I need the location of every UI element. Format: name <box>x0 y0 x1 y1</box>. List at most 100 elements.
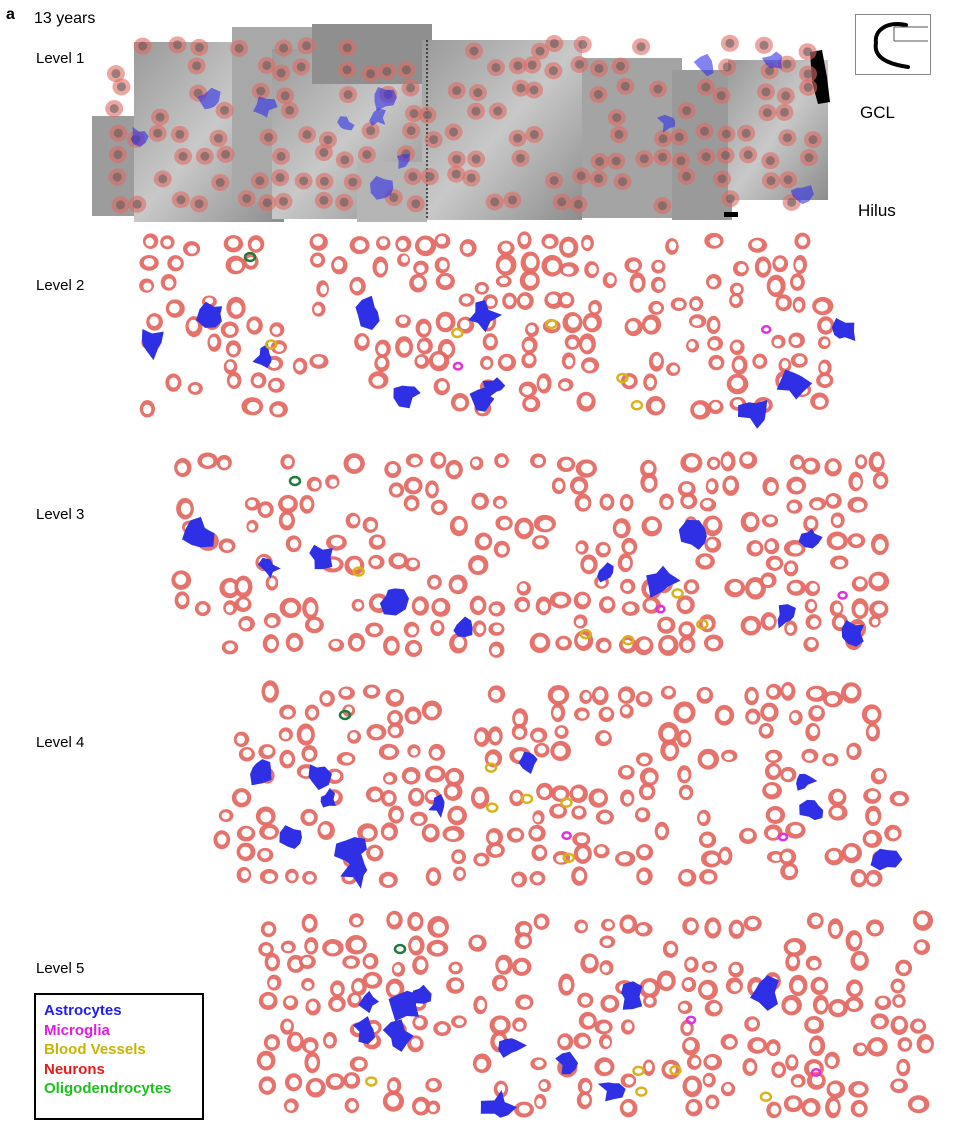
neuron-tracing <box>280 454 295 470</box>
neuron-tracing <box>258 1076 277 1095</box>
neuron-nucleus <box>809 959 819 969</box>
neuron-nucleus <box>390 691 401 702</box>
neuron-tracing <box>870 767 887 785</box>
neuron-nucleus <box>588 264 597 275</box>
neuron-nucleus <box>449 464 459 476</box>
neuron-tracing <box>673 701 696 724</box>
em-neuron-overlay <box>552 193 571 211</box>
em-neuron-overlay <box>444 123 463 141</box>
neuron-nucleus <box>831 536 844 547</box>
em-neuron-overlay <box>570 55 589 73</box>
neuron-tracing <box>573 843 592 864</box>
em-neuron-overlay <box>777 55 796 73</box>
neuron-tracing <box>444 767 465 787</box>
astrocyte-tracing <box>693 53 714 77</box>
neuron-nucleus <box>434 503 444 512</box>
neuron-tracing <box>493 540 510 558</box>
neuron-nucleus <box>240 870 249 880</box>
astrocyte-tracing <box>196 301 223 328</box>
em-neuron-overlay <box>272 64 291 82</box>
neuron-tracing <box>404 557 421 572</box>
em-neuron-overlay <box>297 37 316 55</box>
neuron-tracing <box>703 1053 723 1071</box>
neuron-nucleus <box>471 458 480 467</box>
neuron-tracing <box>488 622 505 636</box>
neuron-tracing <box>808 1035 826 1057</box>
neuron-tracing <box>421 700 442 721</box>
em-neuron-overlay <box>259 128 278 146</box>
neuron-tracing <box>699 869 718 885</box>
em-neuron-overlay <box>401 79 420 97</box>
neuron-nucleus <box>645 1062 653 1072</box>
neuron-nucleus <box>766 481 777 493</box>
neuron-nucleus <box>269 978 278 988</box>
neuron-tracing <box>174 591 190 610</box>
neuron-nucleus <box>769 810 781 821</box>
neuron-nucleus <box>415 1101 426 1112</box>
neuron-nucleus <box>448 771 460 782</box>
neuron-tracing <box>409 273 427 293</box>
neuron-tracing <box>594 1057 615 1077</box>
neuron-nucleus <box>579 498 589 509</box>
neuron-tracing <box>868 451 885 473</box>
neuron-nucleus <box>899 963 909 973</box>
neuron-tracing <box>785 952 801 972</box>
neuron-nucleus <box>513 875 523 885</box>
neuron-nucleus <box>400 255 409 263</box>
neuron-nucleus <box>868 810 878 823</box>
neuron-nucleus <box>639 756 649 764</box>
em-neuron-nucleus <box>507 195 517 205</box>
neuron-tracing <box>578 1011 597 1030</box>
em-neuron-overlay <box>271 169 290 187</box>
em-neuron-nucleus <box>529 85 539 95</box>
neuron-tracing <box>559 262 579 277</box>
em-neuron-overlay <box>338 39 357 57</box>
neuron-tracing <box>489 1015 511 1036</box>
neuron-tracing <box>591 686 609 706</box>
neuron-tracing <box>744 1016 761 1032</box>
neuron-nucleus <box>497 545 507 555</box>
neuron-nucleus <box>888 829 899 839</box>
neuron-nucleus <box>821 338 829 346</box>
neuron-tracing <box>758 722 774 739</box>
neuron-tracing <box>299 494 315 514</box>
legend-blood-vessels: Blood Vessels <box>44 1041 146 1058</box>
neuron-tracing <box>518 381 538 398</box>
em-neuron-nucleus <box>348 177 358 187</box>
neuron-tracing <box>705 1094 720 1110</box>
neuron-nucleus <box>486 298 496 307</box>
em-neuron-nucleus <box>493 106 503 116</box>
em-neuron-overlay <box>187 57 206 75</box>
neuron-nucleus <box>651 400 662 412</box>
neuron-nucleus <box>606 275 615 285</box>
neuron-nucleus <box>454 852 463 861</box>
em-neuron-nucleus <box>725 194 735 204</box>
neuron-nucleus <box>283 753 292 765</box>
neuron-tracing <box>495 954 513 975</box>
neuron-nucleus <box>262 1080 272 1091</box>
neuron-tracing <box>386 910 403 930</box>
em-neuron-overlay <box>108 168 127 186</box>
neuron-tracing <box>682 917 699 936</box>
neuron-tracing <box>267 377 285 393</box>
neuron-nucleus <box>664 688 673 696</box>
em-neuron-overlay <box>609 125 628 143</box>
microglia-tracing <box>760 325 772 334</box>
neuron-tracing <box>412 955 429 976</box>
em-neuron-nucleus <box>759 40 769 50</box>
oligodendrocyte-tracing <box>338 709 352 721</box>
em-neuron-nucleus <box>513 61 523 71</box>
neuron-tracing <box>617 765 635 780</box>
neuron-tracing <box>380 789 397 807</box>
neuron-nucleus <box>706 1057 717 1067</box>
neuron-tracing <box>366 844 384 862</box>
neuron-tracing <box>279 597 302 619</box>
neuron-nucleus <box>149 316 159 327</box>
em-neuron-overlay <box>133 37 152 55</box>
neuron-tracing <box>384 460 402 479</box>
em-neuron-overlay <box>447 82 466 100</box>
neuron-nucleus <box>707 539 717 549</box>
neuron-nucleus <box>534 636 546 648</box>
neuron-nucleus <box>410 748 418 756</box>
neuron-tracing <box>588 299 602 316</box>
